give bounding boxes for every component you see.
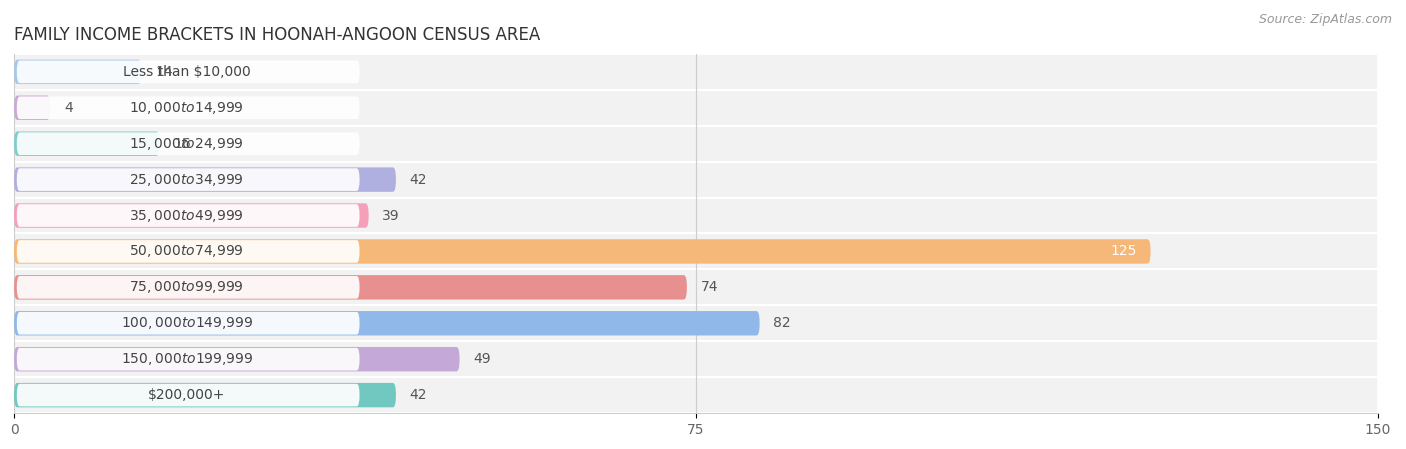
Text: 82: 82 <box>773 316 792 330</box>
Bar <box>14 54 1378 90</box>
Bar <box>14 90 1378 126</box>
Text: 125: 125 <box>1111 244 1137 259</box>
FancyBboxPatch shape <box>17 61 360 83</box>
FancyBboxPatch shape <box>17 348 360 370</box>
Bar <box>14 126 1378 162</box>
FancyBboxPatch shape <box>17 97 360 119</box>
Text: 16: 16 <box>173 136 191 151</box>
Text: $50,000 to $74,999: $50,000 to $74,999 <box>129 243 245 260</box>
Text: $200,000+: $200,000+ <box>148 388 225 402</box>
Text: $35,000 to $49,999: $35,000 to $49,999 <box>129 207 245 224</box>
Text: FAMILY INCOME BRACKETS IN HOONAH-ANGOON CENSUS AREA: FAMILY INCOME BRACKETS IN HOONAH-ANGOON … <box>14 26 540 44</box>
FancyBboxPatch shape <box>14 132 159 156</box>
Text: 42: 42 <box>409 388 427 402</box>
Text: 74: 74 <box>700 280 718 295</box>
Text: $15,000 to $24,999: $15,000 to $24,999 <box>129 136 245 152</box>
Bar <box>14 341 1378 377</box>
FancyBboxPatch shape <box>14 167 396 192</box>
Text: 49: 49 <box>474 352 491 366</box>
Text: $75,000 to $99,999: $75,000 to $99,999 <box>129 279 245 295</box>
Text: $100,000 to $149,999: $100,000 to $149,999 <box>121 315 253 331</box>
Text: 14: 14 <box>155 65 173 79</box>
Text: Source: ZipAtlas.com: Source: ZipAtlas.com <box>1258 13 1392 26</box>
Text: Less than $10,000: Less than $10,000 <box>122 65 250 79</box>
Bar <box>14 305 1378 341</box>
FancyBboxPatch shape <box>14 275 688 299</box>
Text: 39: 39 <box>382 208 399 223</box>
FancyBboxPatch shape <box>17 132 360 155</box>
Bar <box>14 269 1378 305</box>
FancyBboxPatch shape <box>14 60 142 84</box>
FancyBboxPatch shape <box>14 347 460 371</box>
Bar <box>14 162 1378 198</box>
Text: $25,000 to $34,999: $25,000 to $34,999 <box>129 172 245 188</box>
FancyBboxPatch shape <box>17 168 360 191</box>
Text: 4: 4 <box>65 101 73 115</box>
Text: $150,000 to $199,999: $150,000 to $199,999 <box>121 351 253 367</box>
FancyBboxPatch shape <box>14 239 1150 264</box>
FancyBboxPatch shape <box>17 384 360 406</box>
FancyBboxPatch shape <box>17 204 360 227</box>
Text: $10,000 to $14,999: $10,000 to $14,999 <box>129 100 245 116</box>
Text: 42: 42 <box>409 172 427 187</box>
FancyBboxPatch shape <box>17 312 360 335</box>
FancyBboxPatch shape <box>17 276 360 299</box>
FancyBboxPatch shape <box>14 383 396 407</box>
FancyBboxPatch shape <box>17 240 360 263</box>
FancyBboxPatch shape <box>14 311 759 335</box>
Bar <box>14 233 1378 269</box>
FancyBboxPatch shape <box>14 96 51 120</box>
Bar <box>14 198 1378 233</box>
Bar <box>14 377 1378 413</box>
FancyBboxPatch shape <box>14 203 368 228</box>
